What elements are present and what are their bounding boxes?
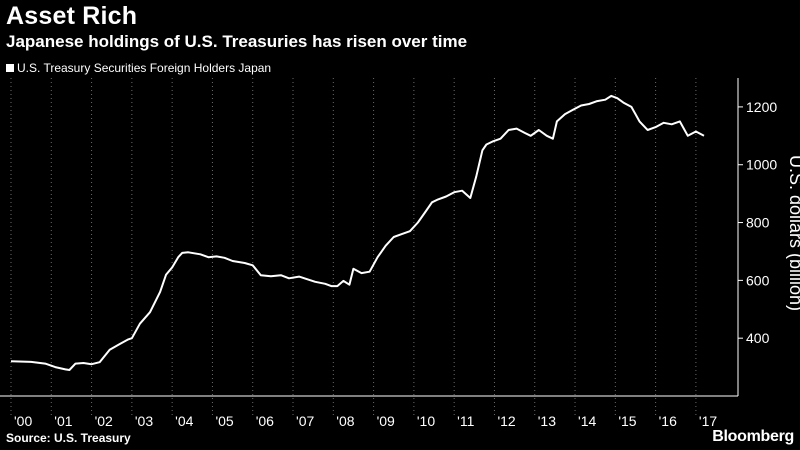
x-tick-label: '06 (256, 413, 274, 429)
x-tick-label: '12 (497, 413, 515, 429)
x-tick-label: '02 (95, 413, 113, 429)
y-tick-label: 800 (746, 215, 770, 231)
x-tick-label: '07 (296, 413, 314, 429)
x-tick-label: '09 (377, 413, 395, 429)
x-tick-label: '13 (538, 413, 556, 429)
y-tick-label: 1200 (746, 99, 777, 115)
series-line-japan (10, 94, 705, 371)
y-tick-label: 1000 (746, 157, 777, 173)
y-tick-label: 400 (746, 330, 770, 346)
chart-subtitle: Japanese holdings of U.S. Treasuries has… (6, 32, 468, 51)
x-tick-label: '11 (457, 413, 474, 429)
x-tick-label: '16 (659, 413, 677, 429)
chart-title: Asset Rich (6, 2, 138, 30)
legend: U.S. Treasury Securities Foreign Holders… (6, 61, 271, 75)
x-tick-label: '01 (54, 413, 72, 429)
x-tick-label: '10 (417, 413, 435, 429)
legend-swatch (6, 64, 14, 72)
source-note: Source: U.S. Treasury (6, 431, 131, 445)
x-tick-label: '04 (175, 413, 193, 429)
y-axis-label: U.S. dollars (billion) (786, 155, 800, 311)
x-tick-label: '05 (215, 413, 233, 429)
y-tick-label: 600 (746, 272, 770, 288)
x-tick-label: '14 (578, 413, 596, 429)
x-tick-label: '15 (618, 413, 636, 429)
x-tick-label: '08 (336, 413, 354, 429)
x-tick-label: '17 (699, 413, 717, 429)
x-tick-label: '00 (14, 413, 32, 429)
legend-label: U.S. Treasury Securities Foreign Holders… (17, 61, 272, 75)
x-tick-label: '03 (135, 413, 153, 429)
bloomberg-logo: Bloomberg (712, 428, 794, 445)
